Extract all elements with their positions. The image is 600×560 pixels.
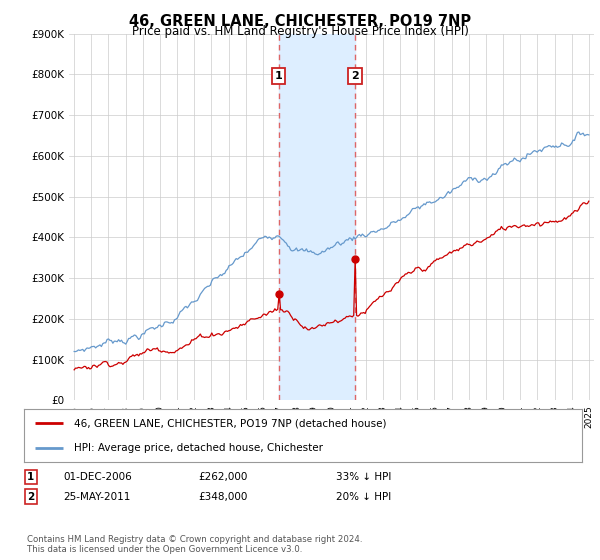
Text: Price paid vs. HM Land Registry's House Price Index (HPI): Price paid vs. HM Land Registry's House … — [131, 25, 469, 38]
Text: Contains HM Land Registry data © Crown copyright and database right 2024.
This d: Contains HM Land Registry data © Crown c… — [27, 535, 362, 554]
Text: 1: 1 — [27, 472, 34, 482]
Text: 2: 2 — [27, 492, 34, 502]
Text: £262,000: £262,000 — [198, 472, 247, 482]
Text: 20% ↓ HPI: 20% ↓ HPI — [336, 492, 391, 502]
Text: HPI: Average price, detached house, Chichester: HPI: Average price, detached house, Chic… — [74, 442, 323, 452]
Text: 01-DEC-2006: 01-DEC-2006 — [63, 472, 132, 482]
Bar — [278, 34, 355, 400]
Text: 46, GREEN LANE, CHICHESTER, PO19 7NP (detached house): 46, GREEN LANE, CHICHESTER, PO19 7NP (de… — [74, 418, 387, 428]
Text: 46, GREEN LANE, CHICHESTER, PO19 7NP: 46, GREEN LANE, CHICHESTER, PO19 7NP — [129, 14, 471, 29]
Text: 2: 2 — [351, 71, 359, 81]
Text: 33% ↓ HPI: 33% ↓ HPI — [336, 472, 391, 482]
Text: £348,000: £348,000 — [198, 492, 247, 502]
Text: 25-MAY-2011: 25-MAY-2011 — [63, 492, 130, 502]
Text: 1: 1 — [275, 71, 283, 81]
